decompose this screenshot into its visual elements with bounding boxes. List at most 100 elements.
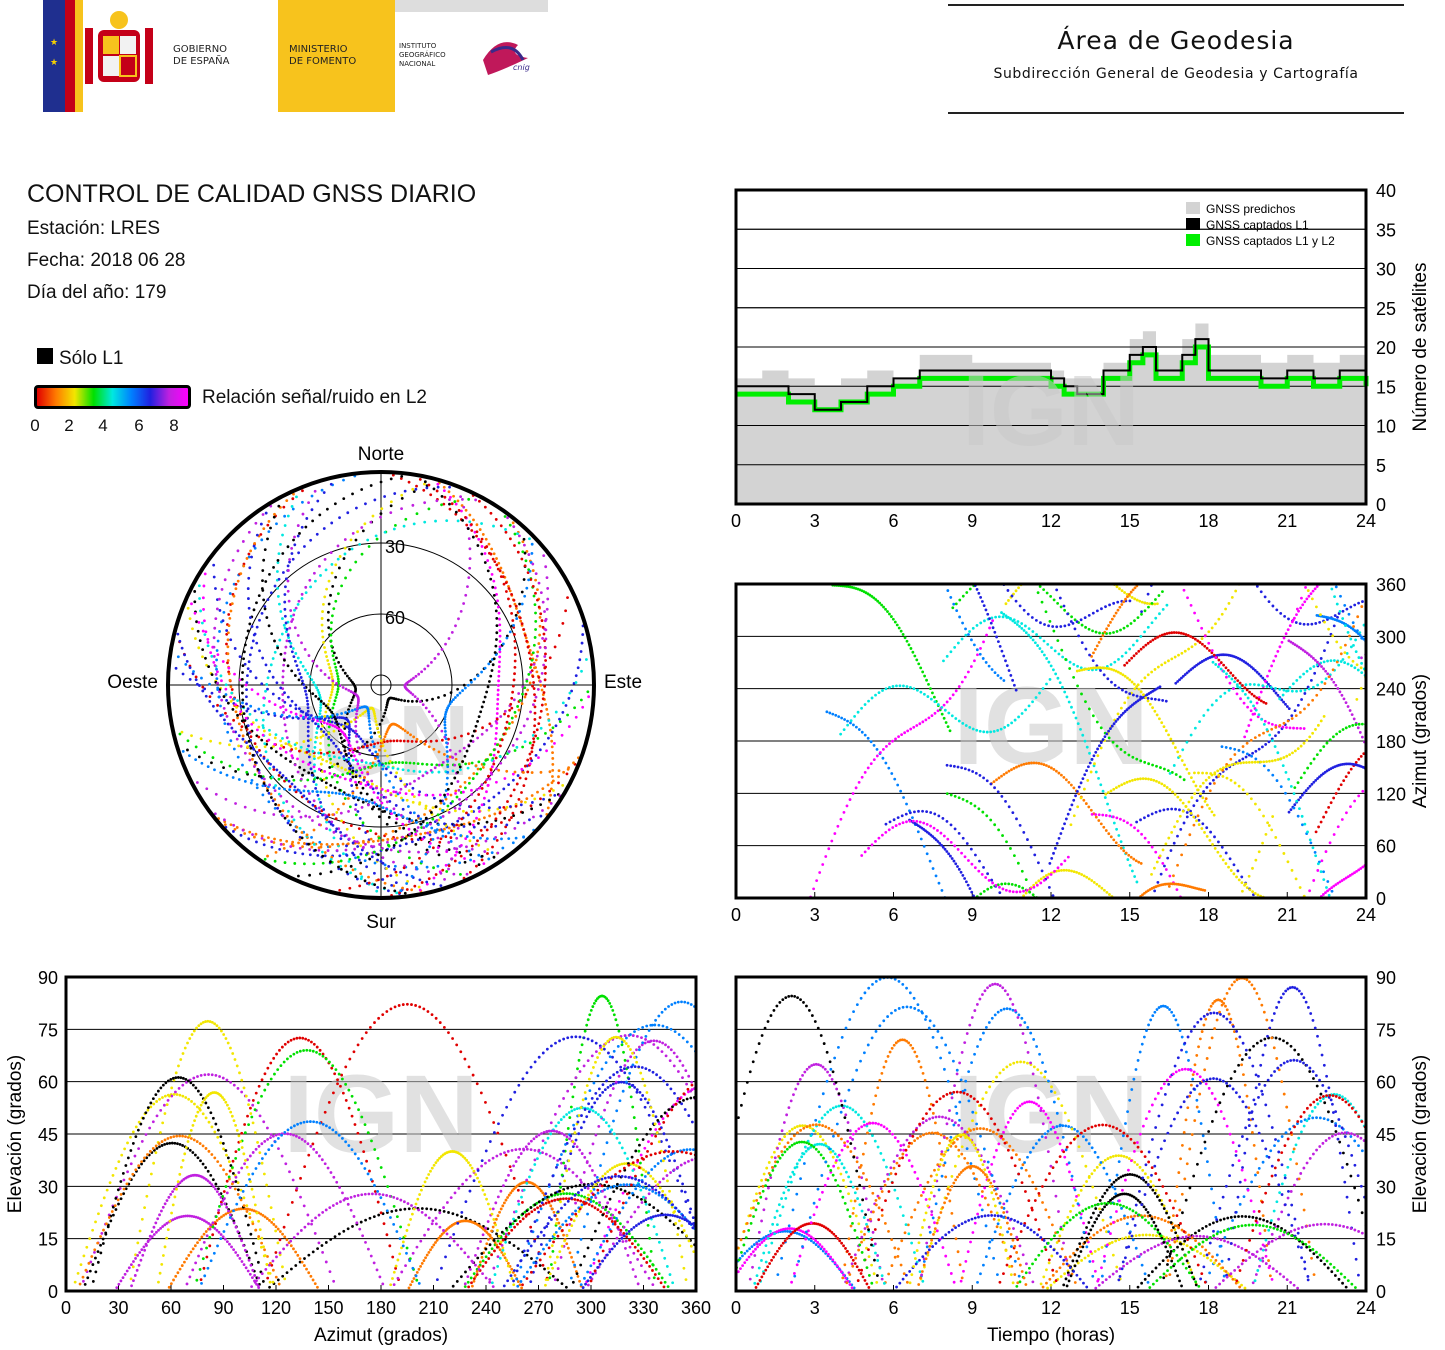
track-point: [1079, 796, 1083, 800]
track-point: [490, 823, 494, 826]
track-point: [1229, 757, 1233, 761]
track-point: [1117, 686, 1121, 690]
track-point: [1123, 751, 1127, 754]
track-point: [365, 740, 369, 744]
track-point: [1110, 667, 1113, 671]
track-point: [975, 587, 979, 591]
track-point: [294, 712, 298, 716]
track-point: [219, 771, 223, 774]
track-point: [354, 813, 358, 817]
track-point: [268, 573, 271, 576]
track-point: [351, 680, 354, 684]
track-point: [260, 587, 264, 590]
track-point: [983, 619, 986, 623]
track-point: [1010, 594, 1014, 598]
track-point: [1276, 649, 1280, 653]
track-point: [812, 887, 816, 891]
track-point: [512, 598, 516, 602]
track-point: [1182, 632, 1185, 636]
track-point: [1060, 868, 1063, 872]
track-point: [1006, 616, 1010, 619]
track-point: [375, 889, 379, 893]
track-point: [551, 768, 555, 772]
track-point: [1243, 686, 1247, 690]
track-point: [1252, 683, 1256, 686]
track-point: [280, 632, 284, 636]
track-point: [298, 826, 302, 830]
track-point: [1360, 656, 1363, 660]
track-point: [576, 666, 580, 670]
track-point: [222, 695, 226, 698]
track-point: [335, 669, 338, 672]
track-point: [464, 786, 467, 790]
track-point: [1354, 638, 1357, 642]
track-point: [1031, 700, 1034, 704]
track-point: [1089, 666, 1093, 670]
track-point: [870, 595, 874, 598]
track-point: [1114, 669, 1118, 673]
track-point: [1176, 795, 1180, 799]
track-point: [221, 660, 225, 663]
track-point: [246, 587, 250, 590]
track-point: [957, 685, 961, 688]
track-point: [420, 881, 424, 884]
track-point: [1324, 850, 1328, 853]
track-point: [1217, 665, 1220, 669]
track-point: [417, 776, 421, 780]
track-point: [206, 637, 210, 641]
track-point: [492, 753, 496, 757]
track-point: [539, 803, 543, 807]
track-point: [1161, 848, 1165, 852]
x-tick-label: 12: [1041, 905, 1061, 925]
track-point: [1254, 757, 1258, 761]
track-point: [304, 713, 308, 717]
track-point: [273, 837, 276, 841]
track-point: [827, 847, 831, 851]
track-point: [513, 659, 517, 663]
track-point: [440, 763, 444, 767]
track-point: [1041, 687, 1045, 690]
track-point: [290, 699, 294, 703]
track-point: [395, 817, 399, 821]
track-point: [268, 728, 271, 732]
track-point: [924, 718, 928, 722]
track-point: [506, 714, 510, 718]
track-point: [520, 590, 524, 594]
track-point: [344, 768, 347, 772]
track-point: [305, 699, 309, 703]
track-point: [233, 647, 237, 650]
track-point: [495, 712, 499, 715]
track-point: [1031, 638, 1035, 642]
track-point: [504, 726, 507, 730]
track-point: [310, 835, 313, 839]
track-point: [255, 783, 259, 786]
track-point: [505, 805, 509, 809]
track-point: [276, 570, 279, 573]
track-point: [1267, 824, 1271, 827]
track-point: [471, 777, 475, 780]
track-point: [475, 530, 479, 534]
track-point: [297, 599, 301, 603]
track-point: [1294, 877, 1298, 881]
track-point: [453, 696, 457, 699]
track-point: [1038, 691, 1041, 695]
track-point: [1246, 696, 1250, 700]
track-point: [1267, 721, 1271, 725]
track-point: [248, 752, 252, 755]
track-point: [1048, 619, 1052, 623]
track-point: [1101, 813, 1105, 817]
track-point: [513, 749, 517, 752]
y-axis-title: Número de satélites: [1410, 263, 1431, 432]
track-point: [490, 758, 494, 762]
track-point: [919, 666, 923, 670]
track-point: [495, 743, 499, 747]
track-point: [1208, 789, 1212, 793]
track-point: [1212, 778, 1215, 782]
track-point: [300, 597, 304, 600]
track-point: [533, 705, 537, 709]
track-point: [255, 533, 259, 537]
track-point: [240, 677, 244, 681]
track-point: [289, 645, 293, 648]
track-point: [1010, 721, 1014, 725]
